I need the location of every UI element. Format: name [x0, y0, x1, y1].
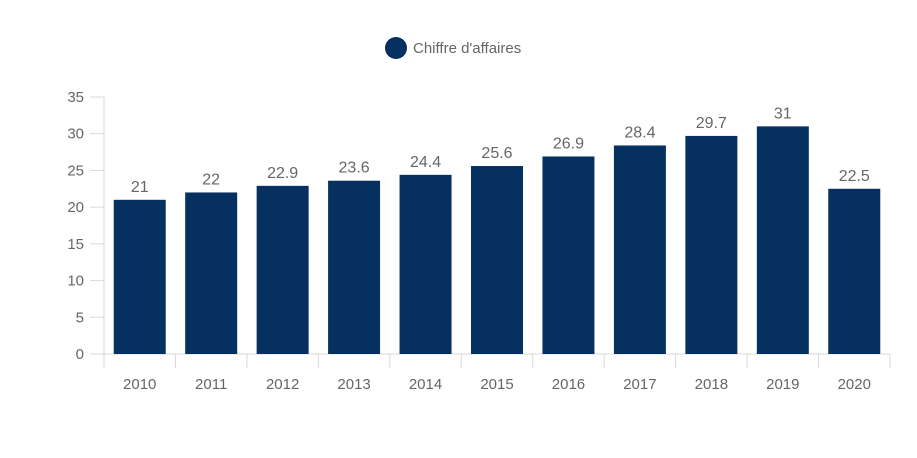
data-label: 25.6 [481, 145, 512, 162]
bar [471, 166, 523, 354]
y-tick-label: 15 [67, 236, 84, 253]
y-tick-label: 30 [67, 126, 84, 143]
data-labels: 21 22 22.9 23.6 24.4 25.6 26.9 28.4 29.7 31 22.5 [131, 105, 870, 195]
x-axis: 2010 2011 2012 2013 2014 2015 2016 2017 2018 2019… [90, 353, 891, 393]
bar [828, 188, 881, 354]
data-label: 31 [774, 105, 792, 122]
x-tick-label: 2014 [409, 376, 442, 393]
data-label: 24.4 [410, 154, 441, 171]
data-label: 23.6 [339, 160, 370, 177]
data-label: 22.5 [839, 168, 870, 185]
legend-swatch-chiffre-d-affaires [385, 37, 407, 59]
y-tick-label: 0 [76, 346, 84, 363]
x-tick-label: 2011 [195, 376, 227, 393]
bar [399, 174, 452, 354]
x-tick-label: 2013 [337, 376, 370, 393]
x-tick-label: 2018 [695, 376, 728, 393]
bar [328, 180, 381, 354]
data-label: 26.9 [553, 135, 584, 152]
x-tick-label: 2020 [838, 376, 871, 393]
bars [113, 126, 881, 354]
x-tick-label: 2017 [623, 376, 656, 393]
x-tick-label: 2016 [552, 376, 585, 393]
data-label: 29.7 [696, 115, 727, 132]
legend[interactable]: Chiffre d'affaires [385, 37, 521, 59]
legend-label-chiffre-d-affaires: Chiffre d'affaires [413, 40, 521, 57]
y-tick-label: 20 [67, 199, 84, 216]
y-tick-label: 10 [67, 273, 84, 290]
y-tick-label: 35 [67, 89, 84, 106]
bar [113, 199, 166, 354]
bar [756, 126, 809, 354]
y-tick-label: 25 [67, 162, 84, 179]
bar [613, 145, 666, 354]
data-label: 22 [202, 171, 220, 188]
data-label: 28.4 [624, 124, 655, 141]
x-tick-label: 2019 [766, 376, 799, 393]
bar [685, 135, 738, 354]
bar [185, 192, 238, 354]
x-tick-label: 2010 [123, 376, 156, 393]
y-axis: 0 5 10 15 20 25 30 35 [67, 89, 105, 368]
x-tick-label: 2012 [266, 376, 299, 393]
data-label: 22.9 [267, 165, 298, 182]
bar [542, 156, 595, 354]
y-tick-label: 5 [76, 309, 84, 326]
data-label: 21 [131, 179, 149, 196]
x-tick-label: 2015 [480, 376, 513, 393]
bar [256, 185, 309, 354]
